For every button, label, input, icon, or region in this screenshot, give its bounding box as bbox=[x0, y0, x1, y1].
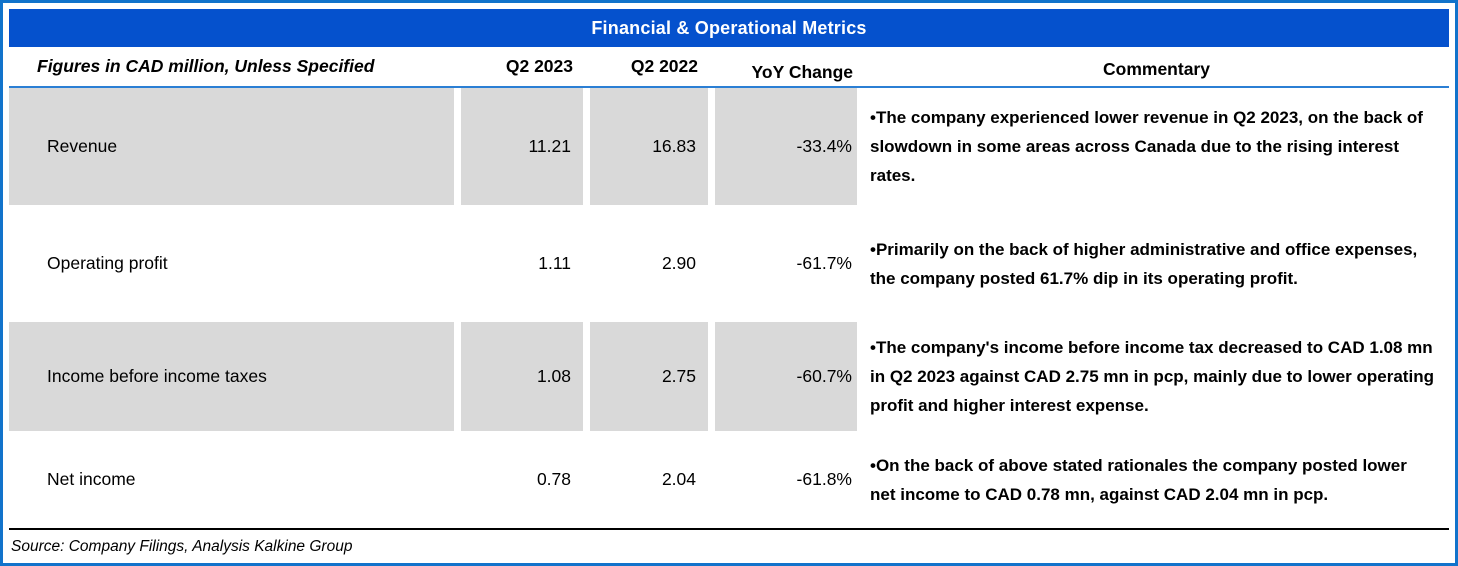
metric-label: Net income bbox=[47, 469, 136, 489]
column-header-yoy-change: YoY Change bbox=[751, 62, 853, 82]
q2-2023-value: 11.21 bbox=[461, 88, 583, 205]
q2-2023-value: 0.78 bbox=[536, 469, 571, 489]
commentary-text: •The company's income before income tax … bbox=[870, 338, 1434, 415]
yoy-change-value: -61.8% bbox=[796, 469, 852, 489]
column-header-figures: Figures in CAD million, Unless Specified bbox=[37, 56, 375, 76]
commentary-text: •Primarily on the back of higher adminis… bbox=[870, 239, 1418, 288]
q2-2022-value: 16.83 bbox=[590, 88, 708, 205]
yoy-change-value: -60.7% bbox=[715, 322, 857, 431]
q2-2022-value: 2.90 bbox=[661, 253, 696, 273]
metric-label: Income before income taxes bbox=[9, 322, 454, 431]
column-header-commentary: Commentary bbox=[1103, 59, 1210, 79]
commentary-text: •The company experienced lower revenue i… bbox=[870, 108, 1423, 185]
column-header-q2-2023: Q2 2023 bbox=[505, 56, 573, 76]
source-note-row: Source: Company Filings, Analysis Kalkin… bbox=[9, 528, 1449, 563]
metric-label: Operating profit bbox=[47, 253, 168, 273]
yoy-change-value: -33.4% bbox=[715, 88, 857, 205]
table-row-operating-profit: Operating profit 1.11 2.90 -61.7% •Prima… bbox=[9, 205, 1449, 322]
q2-2022-value: 2.04 bbox=[661, 469, 696, 489]
table-row-net-income: Net income 0.78 2.04 -61.8% •On the back… bbox=[9, 431, 1449, 528]
table-title: Financial & Operational Metrics bbox=[591, 17, 867, 38]
table-row-income-before-taxes: Income before income taxes 1.08 2.75 -60… bbox=[9, 322, 1449, 431]
yoy-change-value: -61.7% bbox=[796, 253, 852, 273]
q2-2022-value: 2.75 bbox=[590, 322, 708, 431]
table-row-revenue: Revenue 11.21 16.83 -33.4% •The company … bbox=[9, 88, 1449, 205]
column-header-q2-2022: Q2 2022 bbox=[630, 56, 698, 76]
table-title-band: Financial & Operational Metrics bbox=[9, 9, 1449, 47]
q2-2023-value: 1.08 bbox=[461, 322, 583, 431]
q2-2023-value: 1.11 bbox=[538, 253, 571, 273]
table-header-row: Figures in CAD million, Unless Specified… bbox=[9, 47, 1449, 88]
commentary-text: •On the back of above stated rationales … bbox=[870, 455, 1407, 504]
metric-label: Revenue bbox=[9, 88, 454, 205]
source-note: Source: Company Filings, Analysis Kalkin… bbox=[11, 537, 353, 555]
